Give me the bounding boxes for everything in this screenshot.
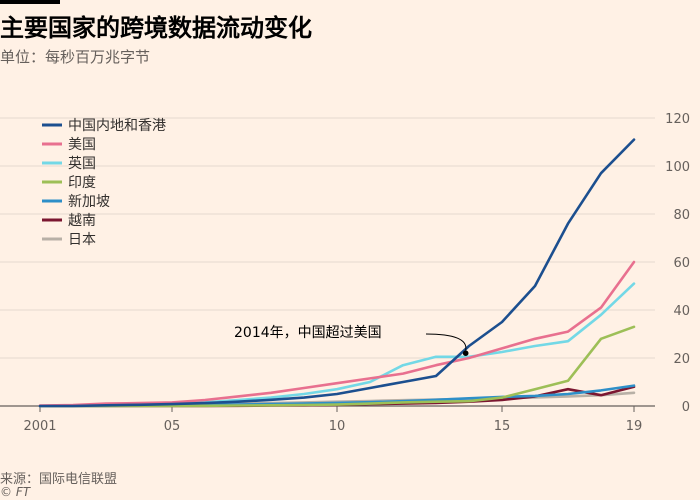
y-tick-label: 120 [665, 112, 690, 127]
legend-label: 日本 [68, 232, 96, 248]
source-note: 来源：国际电信联盟 [0, 472, 118, 487]
x-tick-label: 05 [164, 419, 181, 434]
ft-credit: © FT [0, 485, 31, 499]
legend-label: 英国 [68, 155, 96, 172]
y-tick-label: 60 [673, 256, 690, 271]
legend-label: 越南 [68, 213, 96, 229]
x-tick-label: 2001 [23, 419, 56, 434]
annotation-connector [425, 333, 467, 351]
annotation-label: 2014年，中国超过美国 [234, 325, 382, 341]
series-line [38, 138, 636, 408]
y-tick-label: 20 [673, 352, 690, 367]
series-line [38, 260, 636, 407]
legend-label: 中国内地和香港 [68, 118, 166, 134]
brand-bar [0, 0, 60, 4]
x-tick-label: 19 [626, 419, 643, 434]
y-tick-label: 0 [682, 400, 690, 415]
chart-subtitle: 单位：每秒百万兆字节 [0, 48, 151, 66]
x-tick-label: 15 [494, 419, 511, 434]
annotation-point [462, 350, 469, 357]
chart-title: 主要国家的跨境数据流动变化 [0, 14, 312, 42]
legend-label: 美国 [68, 137, 96, 153]
x-tick-label: 10 [329, 419, 346, 434]
y-tick-label: 40 [673, 304, 690, 319]
y-tick-label: 80 [673, 208, 690, 223]
y-tick-label: 100 [665, 160, 690, 175]
legend-label: 新加坡 [68, 194, 110, 210]
legend-label: 印度 [68, 175, 96, 191]
